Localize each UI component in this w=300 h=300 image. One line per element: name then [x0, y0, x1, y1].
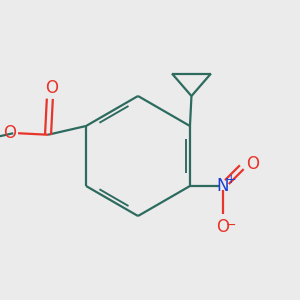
Text: O: O: [217, 218, 230, 236]
Text: N: N: [217, 177, 229, 195]
Text: O: O: [45, 79, 58, 97]
Text: +: +: [226, 173, 237, 186]
Text: −: −: [226, 219, 237, 232]
Text: O: O: [246, 155, 259, 173]
Text: O: O: [4, 124, 16, 142]
